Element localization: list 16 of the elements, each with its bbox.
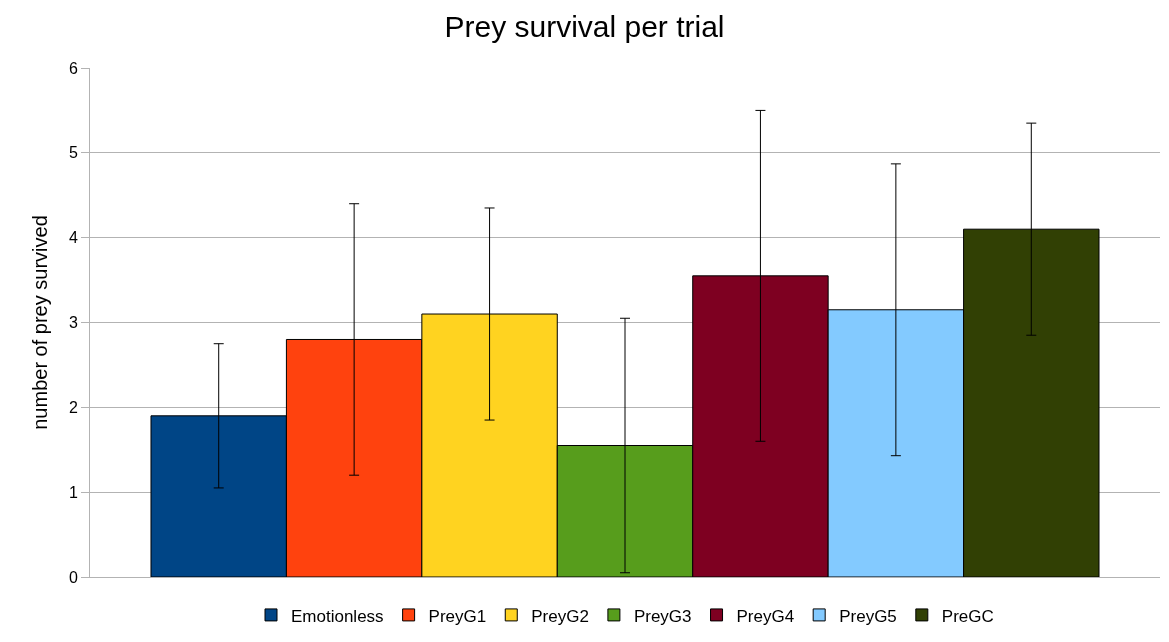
y-tick-label: 0 bbox=[68, 568, 78, 586]
y-axis-title: number of prey survived bbox=[29, 215, 52, 430]
chart-title: Prey survival per trial bbox=[444, 10, 725, 44]
y-tick-label: 1 bbox=[68, 483, 78, 501]
legend-label: PreGC bbox=[941, 606, 994, 626]
legend-label: PreyG1 bbox=[428, 606, 487, 626]
y-tick-label: 5 bbox=[68, 144, 78, 162]
legend-label: PreyG4 bbox=[736, 606, 795, 626]
y-tick-label: 4 bbox=[68, 229, 78, 247]
legend-label: PreyG3 bbox=[633, 606, 692, 626]
y-tick-label: 2 bbox=[68, 398, 78, 416]
y-tick-label: 3 bbox=[68, 314, 78, 332]
legend-label: PreyG5 bbox=[839, 606, 897, 626]
legend-label: PreyG2 bbox=[531, 606, 589, 626]
y-tick-label: 6 bbox=[68, 59, 78, 77]
legend-label: Emotionless bbox=[291, 606, 384, 626]
